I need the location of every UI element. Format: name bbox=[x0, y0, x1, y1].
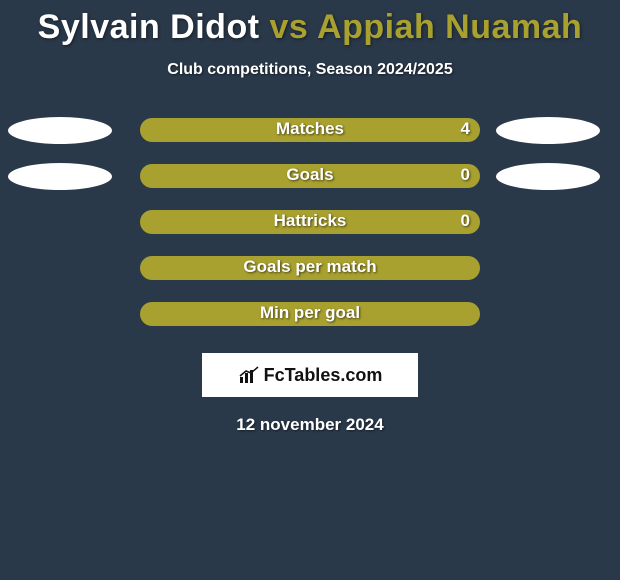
stat-row: Min per goal bbox=[0, 301, 620, 347]
player2-ellipse bbox=[496, 163, 600, 190]
player2-name: Appiah Nuamah bbox=[317, 8, 582, 46]
stat-row: Hattricks0 bbox=[0, 209, 620, 255]
stat-value: 0 bbox=[140, 211, 470, 231]
stat-rows: Matches4Goals0Hattricks0Goals per match M… bbox=[0, 117, 620, 347]
logo-box: FcTables.com bbox=[202, 353, 418, 397]
vs-text: vs bbox=[270, 8, 309, 46]
player2-ellipse bbox=[496, 117, 600, 144]
logo-text: FcTables.com bbox=[264, 365, 383, 386]
stat-value: 4 bbox=[140, 119, 470, 139]
player1-ellipse bbox=[8, 117, 112, 144]
chart-icon bbox=[238, 366, 260, 384]
stat-label: Goals per match bbox=[140, 257, 480, 277]
stat-row: Goals per match bbox=[0, 255, 620, 301]
stat-row: Matches4 bbox=[0, 117, 620, 163]
stat-label: Min per goal bbox=[140, 303, 480, 323]
subtitle: Club competitions, Season 2024/2025 bbox=[0, 61, 620, 79]
player1-ellipse bbox=[8, 163, 112, 190]
date-text: 12 november 2024 bbox=[0, 415, 620, 435]
logo: FcTables.com bbox=[238, 365, 383, 386]
comparison-title: Sylvain Didot vs Appiah Nuamah bbox=[0, 0, 620, 47]
player1-name: Sylvain Didot bbox=[38, 8, 260, 46]
stat-value: 0 bbox=[140, 165, 470, 185]
stat-row: Goals0 bbox=[0, 163, 620, 209]
